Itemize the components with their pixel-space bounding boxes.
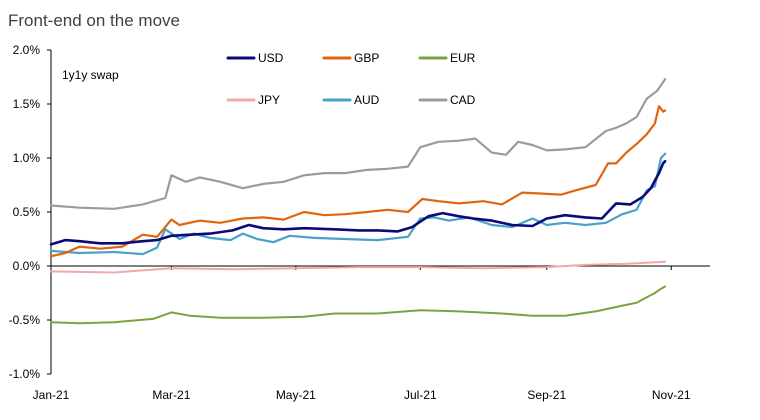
series-line-usd (49, 159, 667, 246)
axes: 2.0% 1.5% 1.0% 0.5% 0.0% -0.5% -1.0% Jan-21 Mar-… (9, 43, 710, 402)
x-tick-label: Jan-21 (33, 388, 70, 402)
y-tick-label: -0.5% (9, 313, 41, 327)
x-tick-label: May-21 (276, 388, 316, 402)
legend-label-usd: USD (258, 51, 284, 65)
legend: USD GBP EUR JPY AUD CAD (226, 51, 476, 107)
y-tick-label: -1.0% (9, 367, 41, 381)
series-line-cad (49, 78, 667, 210)
legend-label-aud: AUD (354, 93, 380, 107)
legend-label-jpy: JPY (258, 93, 280, 107)
y-tick-label: 0.5% (13, 205, 41, 219)
series-line-eur (50, 285, 667, 325)
series-layer (49, 78, 667, 325)
chart-title: Front-end on the move (8, 11, 180, 30)
legend-label-eur: EUR (450, 51, 476, 65)
series-line-gbp (49, 105, 667, 258)
chart-subtitle: 1y1y swap (62, 68, 119, 82)
y-tick-label: 1.0% (13, 151, 41, 165)
x-tick-label: Sep-21 (527, 388, 566, 402)
x-tick-label: Mar-21 (152, 388, 190, 402)
x-tick-label: Nov-21 (652, 388, 691, 402)
x-tick-label: Jul-21 (404, 388, 437, 402)
legend-label-gbp: GBP (354, 51, 379, 65)
y-tick-label: 1.5% (13, 97, 41, 111)
y-tick-label: 0.0% (13, 259, 41, 273)
legend-label-cad: CAD (450, 93, 476, 107)
series-line-jpy (50, 260, 667, 274)
y-tick-label: 2.0% (13, 43, 41, 57)
